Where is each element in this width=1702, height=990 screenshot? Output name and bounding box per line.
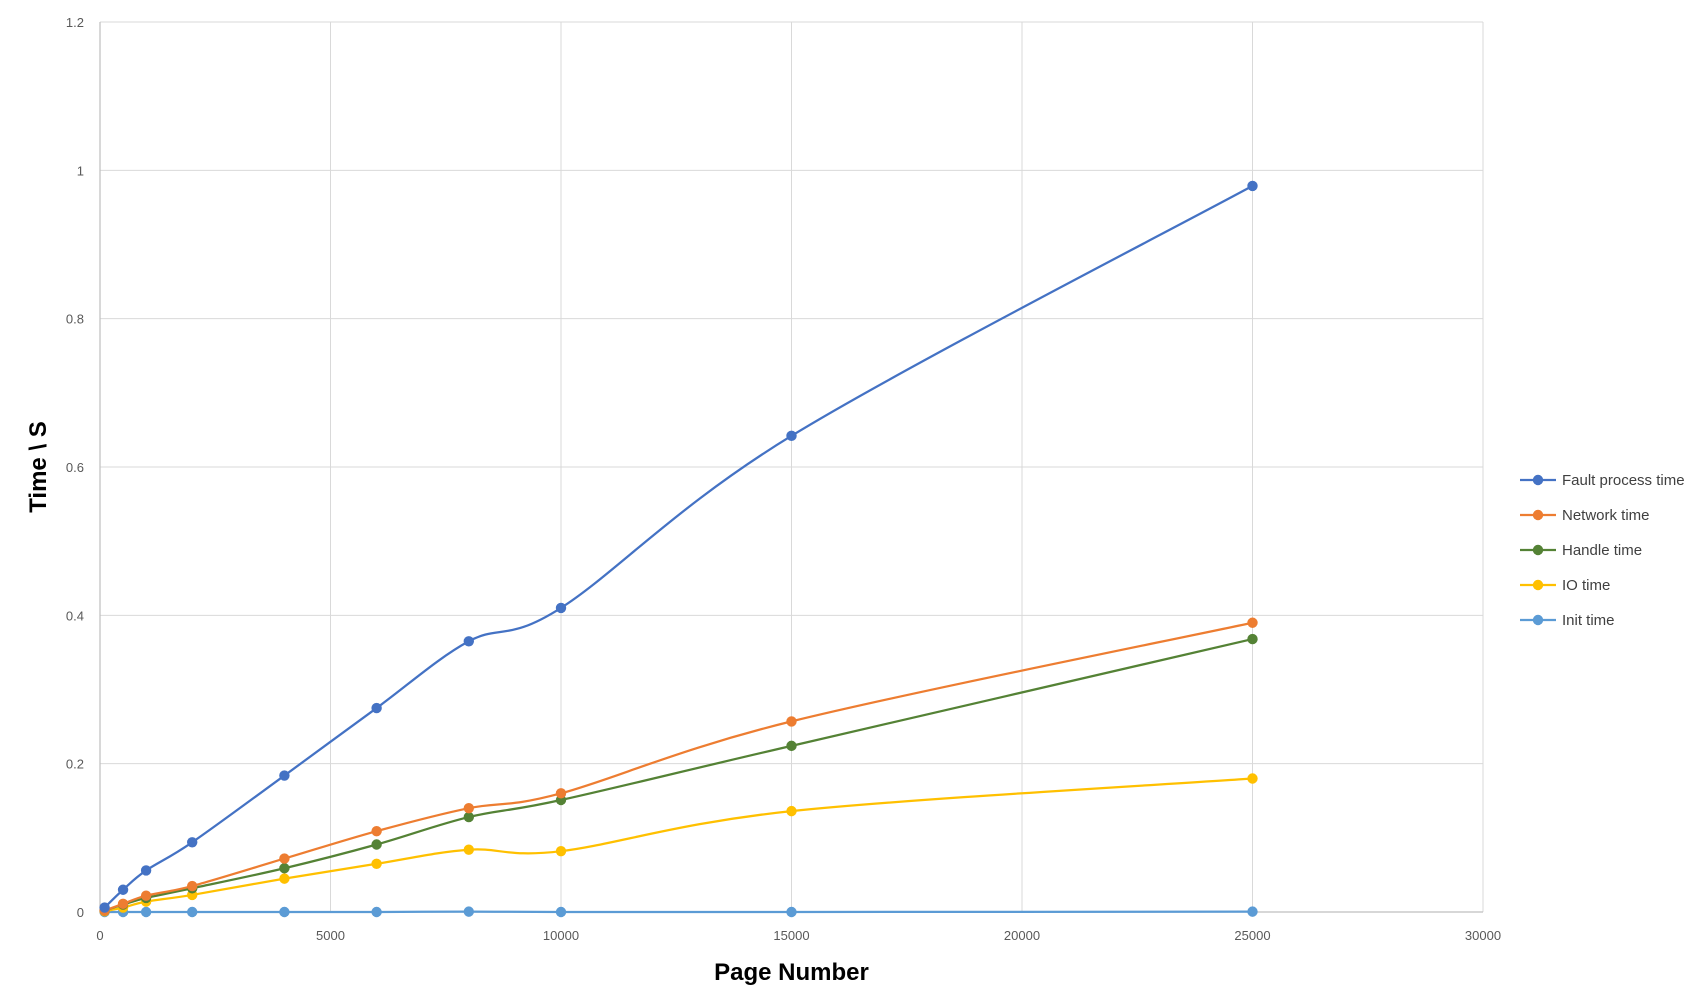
data-point-network-time xyxy=(555,788,567,799)
series-init-time xyxy=(99,906,1258,918)
legend-swatch-marker xyxy=(1532,614,1544,626)
legend-item-network-time: Network time xyxy=(1520,507,1650,524)
data-point-fault-process-time xyxy=(371,702,382,714)
data-point-fault-process-time xyxy=(140,865,152,876)
legend-label: Handle time xyxy=(1562,542,1642,559)
data-point-init-time xyxy=(187,906,198,918)
data-point-network-time xyxy=(117,898,129,910)
data-point-fault-process-time xyxy=(117,884,129,895)
tick-labels: 0 5000 10000 15000 20000 25000 30000 0 0.2 0.4 0.6… xyxy=(66,15,1501,943)
legend-label: IO time xyxy=(1562,577,1610,594)
series-line-handle-time xyxy=(103,637,1254,912)
legend-item-handle-time: Handle time xyxy=(1520,542,1642,559)
data-point-init-time xyxy=(279,906,290,918)
y-tick-label: 1 xyxy=(77,163,84,178)
x-tick-label: 30000 xyxy=(1465,928,1501,943)
data-point-network-time xyxy=(786,716,797,727)
x-tick-label: 25000 xyxy=(1234,928,1270,943)
data-point-handle-time xyxy=(786,740,797,752)
data-point-fault-process-time xyxy=(555,602,567,614)
x-axis-title: Page Number xyxy=(714,959,869,986)
data-point-io-time xyxy=(463,844,474,855)
legend-label: Fault process time xyxy=(1562,472,1685,489)
data-point-handle-time xyxy=(1247,633,1258,645)
data-point-handle-time xyxy=(279,863,290,874)
x-tick-label: 20000 xyxy=(1004,928,1040,943)
legend-label: Init time xyxy=(1562,612,1615,629)
data-point-fault-process-time xyxy=(99,902,110,913)
data-point-network-time xyxy=(463,802,474,814)
y-axis-title: Time \ S xyxy=(25,421,52,513)
y-tick-label: 0.6 xyxy=(66,460,84,475)
data-point-network-time xyxy=(140,890,152,901)
x-tick-label: 0 xyxy=(96,928,103,943)
grid-layer xyxy=(100,21,1484,912)
data-point-handle-time xyxy=(371,839,382,850)
series-line-io-time xyxy=(103,777,1254,913)
data-point-fault-process-time xyxy=(279,770,290,781)
legend: Fault process time Network time Handle tim… xyxy=(1520,472,1685,629)
data-point-io-time xyxy=(786,805,797,817)
series-line-fault-process-time xyxy=(103,184,1254,909)
y-tick-label: 0 xyxy=(77,905,84,920)
data-point-init-time xyxy=(140,906,152,918)
data-point-init-time xyxy=(463,906,474,917)
x-tick-label: 5000 xyxy=(316,928,345,943)
legend-item-io-time: IO time xyxy=(1520,577,1610,594)
series-layer xyxy=(99,180,1258,918)
data-point-network-time xyxy=(279,853,290,864)
data-point-fault-process-time xyxy=(463,636,474,647)
data-point-network-time xyxy=(371,825,382,837)
data-point-io-time xyxy=(371,858,382,869)
data-point-io-time xyxy=(1247,773,1258,784)
series-fault-process-time xyxy=(99,180,1258,913)
data-point-network-time xyxy=(1247,617,1258,628)
data-point-fault-process-time xyxy=(1247,180,1258,192)
data-point-fault-process-time xyxy=(786,430,797,442)
legend-item-fault-process-time: Fault process time xyxy=(1520,472,1685,489)
legend-label: Network time xyxy=(1562,507,1650,524)
data-point-init-time xyxy=(555,906,567,918)
data-point-init-time xyxy=(1247,906,1258,917)
x-tick-label: 15000 xyxy=(773,928,809,943)
data-point-network-time xyxy=(187,880,198,892)
y-tick-label: 0.4 xyxy=(66,608,84,623)
y-tick-label: 0.8 xyxy=(66,312,84,327)
data-point-init-time xyxy=(786,906,797,918)
data-point-io-time xyxy=(279,873,290,884)
series-line-network-time xyxy=(103,621,1254,912)
data-point-init-time xyxy=(371,906,382,918)
x-tick-label: 10000 xyxy=(543,928,579,943)
y-tick-label: 1.2 xyxy=(66,15,84,30)
data-point-io-time xyxy=(555,845,567,857)
series-io-time xyxy=(99,773,1258,917)
legend-swatch-marker xyxy=(1532,474,1544,486)
series-handle-time xyxy=(99,633,1258,916)
legend-swatch-marker xyxy=(1532,579,1544,591)
data-point-handle-time xyxy=(463,811,474,823)
legend-swatch-marker xyxy=(1532,544,1544,556)
y-tick-label: 0.2 xyxy=(66,757,84,772)
legend-item-init-time: Init time xyxy=(1520,612,1615,629)
data-point-fault-process-time xyxy=(187,837,198,848)
legend-swatch-marker xyxy=(1532,509,1544,521)
